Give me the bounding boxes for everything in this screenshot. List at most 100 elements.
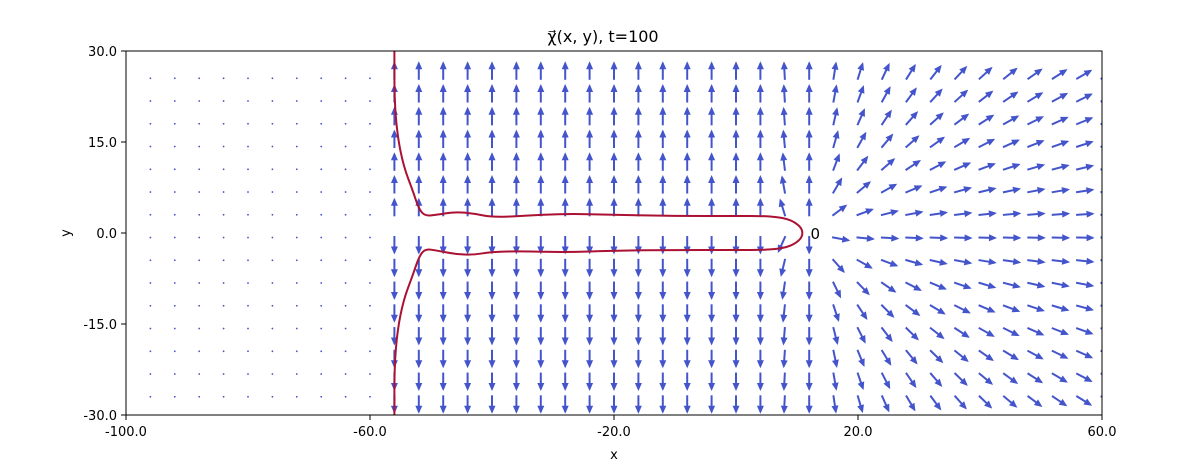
vector-arrow: [634, 236, 642, 255]
vector-arrow: [149, 168, 152, 171]
vector-arrow: [856, 155, 869, 172]
vector-arrow: [173, 168, 176, 171]
vector-arrow: [634, 84, 642, 103]
vector-arrow: [929, 64, 942, 81]
vector-arrow: [856, 258, 873, 269]
vector-arrow: [344, 327, 347, 330]
vector-arrow: [1100, 213, 1102, 216]
vector-arrow: [198, 145, 201, 148]
vector-arrow: [1002, 115, 1020, 126]
vector-arrow: [634, 106, 642, 126]
vector-arrow: [756, 349, 764, 369]
vector-arrow: [732, 395, 740, 414]
vector-arrow: [320, 236, 323, 239]
vector-arrow: [905, 185, 923, 194]
vector-arrow: [512, 129, 520, 149]
vector-arrow: [659, 152, 667, 171]
vector-arrow: [369, 327, 371, 330]
vector-arrow: [953, 89, 969, 103]
vector-arrow: [708, 327, 716, 346]
vector-arrow: [756, 129, 764, 149]
vector-arrow: [344, 122, 347, 125]
vector-arrow: [683, 395, 691, 414]
vector-arrow: [247, 100, 249, 102]
vector-arrow: [561, 349, 569, 369]
vector-arrow: [173, 373, 176, 375]
vector-arrow: [683, 61, 691, 80]
vector-arrow: [978, 281, 997, 289]
vector-arrow: [953, 258, 973, 266]
vector-arrow: [488, 197, 496, 217]
vector-arrow: [1100, 122, 1102, 126]
vector-arrow: [173, 236, 176, 239]
vector-arrow: [439, 258, 447, 278]
vector-arrow: [561, 175, 569, 194]
vector-arrow: [1002, 349, 1019, 361]
vector-arrow: [439, 129, 447, 149]
vector-arrow: [415, 175, 423, 194]
vector-arrow: [880, 281, 897, 293]
vector-arrow: [488, 236, 496, 255]
vector-arrow: [198, 213, 201, 216]
vector-arrow: [149, 145, 152, 148]
vector-arrow: [369, 304, 371, 307]
vector-arrow: [805, 236, 813, 255]
vector-arrow: [464, 175, 472, 194]
vector-arrow: [929, 88, 943, 103]
vector-arrow: [439, 395, 447, 414]
vector-arrow: [295, 350, 298, 353]
vector-arrow: [880, 234, 900, 242]
vector-arrow: [832, 153, 841, 172]
vector-arrow: [344, 350, 347, 353]
vector-arrow: [880, 349, 892, 366]
vector-arrow: [1026, 92, 1044, 103]
vector-arrow: [488, 129, 496, 149]
y-tick-label: 0.0: [96, 227, 117, 242]
vector-arrow: [978, 304, 996, 313]
vector-arrow: [561, 61, 569, 80]
vector-arrow: [805, 129, 813, 149]
vector-arrow: [1026, 395, 1043, 407]
vector-arrow: [198, 236, 201, 239]
vector-arrow: [756, 395, 764, 414]
vector-arrow: [415, 236, 423, 255]
vector-arrow: [173, 191, 176, 193]
vector-arrow: [439, 61, 447, 80]
vector-arrow: [756, 304, 764, 323]
vector-arrow: [1051, 257, 1071, 265]
vector-arrow: [683, 197, 691, 217]
vector-arrow: [344, 213, 347, 216]
vector-arrow: [659, 129, 667, 149]
vector-arrow: [929, 234, 949, 242]
vector-arrow: [271, 282, 274, 284]
vector-arrow: [320, 259, 323, 262]
vector-arrow: [295, 395, 298, 398]
vector-arrow: [222, 327, 225, 330]
vector-arrow: [295, 373, 298, 375]
vector-arrow: [831, 372, 839, 391]
vector-arrow: [708, 395, 716, 414]
vector-arrow: [1002, 326, 1020, 337]
vector-arrow: [586, 304, 594, 323]
vector-arrow: [271, 373, 274, 375]
vector-arrow: [271, 350, 274, 353]
vector-arrow: [953, 186, 972, 194]
vector-arrow: [222, 100, 225, 102]
vector-arrow: [1100, 259, 1102, 262]
vector-arrow: [390, 258, 398, 278]
vector-arrow: [732, 129, 740, 149]
vector-arrow: [320, 373, 323, 375]
vector-arrow: [805, 84, 813, 103]
vector-arrow: [295, 236, 298, 239]
vector-arrow: [415, 258, 423, 278]
vector-arrow: [756, 372, 764, 392]
vector-arrow: [320, 304, 323, 307]
vector-arrow: [369, 213, 371, 216]
vector-arrow: [271, 191, 274, 193]
vector-arrow: [537, 129, 545, 149]
vector-arrow: [586, 152, 594, 171]
vector-arrow: [732, 349, 740, 369]
vector-arrow: [390, 175, 398, 194]
vector-arrow: [905, 349, 918, 365]
vector-arrow: [1002, 67, 1018, 81]
